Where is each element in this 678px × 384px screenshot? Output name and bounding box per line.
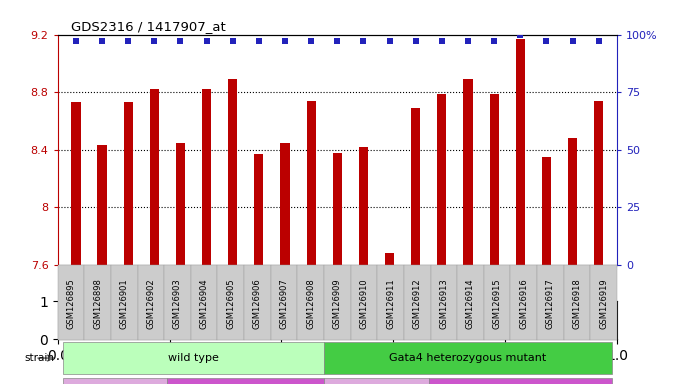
Text: GSM126910: GSM126910 — [359, 278, 368, 329]
Bar — [123, 102, 133, 265]
Bar — [437, 94, 446, 265]
Bar — [202, 89, 211, 265]
Point — [71, 38, 81, 45]
Point — [227, 38, 238, 45]
Bar — [324, 342, 612, 374]
Point — [306, 38, 317, 45]
Text: GSM126906: GSM126906 — [253, 278, 262, 329]
Bar — [568, 138, 577, 265]
Bar — [333, 152, 342, 265]
Text: wild type: wild type — [168, 353, 219, 363]
Bar — [464, 79, 473, 265]
Text: GSM126916: GSM126916 — [519, 278, 528, 329]
Point — [384, 38, 395, 45]
Text: GSM126911: GSM126911 — [386, 278, 395, 329]
Point — [201, 38, 212, 45]
Text: GSM126904: GSM126904 — [199, 278, 209, 329]
Bar — [359, 147, 368, 265]
Point — [515, 31, 525, 38]
Point — [541, 38, 552, 45]
Point — [97, 38, 108, 45]
Text: GSM126898: GSM126898 — [93, 278, 102, 329]
Text: Gata4 heterozygous mutant: Gata4 heterozygous mutant — [389, 353, 546, 363]
Point — [358, 38, 369, 45]
Text: GSM126901: GSM126901 — [120, 278, 129, 329]
Text: GSM126908: GSM126908 — [306, 278, 315, 329]
Bar — [542, 157, 551, 265]
Bar — [71, 102, 81, 265]
Bar — [98, 146, 106, 265]
Text: GSM126915: GSM126915 — [493, 278, 502, 329]
Text: GSM126907: GSM126907 — [279, 278, 289, 329]
Point — [462, 38, 473, 45]
Point — [279, 38, 290, 45]
Text: GSM126913: GSM126913 — [439, 278, 448, 329]
Text: GSM126895: GSM126895 — [66, 278, 75, 329]
Text: GSM126918: GSM126918 — [572, 278, 582, 329]
Text: strain: strain — [24, 353, 54, 363]
Bar — [63, 378, 167, 384]
Text: GSM126903: GSM126903 — [173, 278, 182, 329]
Bar — [167, 378, 324, 384]
Bar — [176, 142, 185, 265]
Point — [437, 38, 447, 45]
Bar — [306, 101, 316, 265]
Bar — [516, 39, 525, 265]
Bar — [254, 154, 264, 265]
Text: GSM126914: GSM126914 — [466, 278, 475, 329]
Point — [123, 38, 134, 45]
Point — [567, 38, 578, 45]
Text: GSM126912: GSM126912 — [413, 278, 422, 329]
Bar — [324, 378, 428, 384]
Point — [593, 38, 604, 45]
Point — [254, 38, 264, 45]
Bar — [63, 342, 324, 374]
Bar — [281, 142, 290, 265]
Bar — [428, 378, 612, 384]
Bar — [228, 79, 237, 265]
Text: GDS2316 / 1417907_at: GDS2316 / 1417907_at — [71, 20, 226, 33]
Text: GSM126919: GSM126919 — [599, 278, 608, 329]
Point — [489, 38, 500, 45]
Bar — [594, 101, 603, 265]
Point — [410, 38, 421, 45]
Text: GSM126905: GSM126905 — [226, 278, 235, 329]
Bar — [150, 89, 159, 265]
Point — [175, 38, 186, 45]
Text: GSM126917: GSM126917 — [546, 278, 555, 329]
Point — [332, 38, 343, 45]
Bar — [385, 253, 394, 265]
Bar — [411, 108, 420, 265]
Bar — [490, 94, 499, 265]
Text: GSM126902: GSM126902 — [146, 278, 155, 329]
Text: GSM126909: GSM126909 — [333, 278, 342, 329]
Point — [149, 38, 160, 45]
